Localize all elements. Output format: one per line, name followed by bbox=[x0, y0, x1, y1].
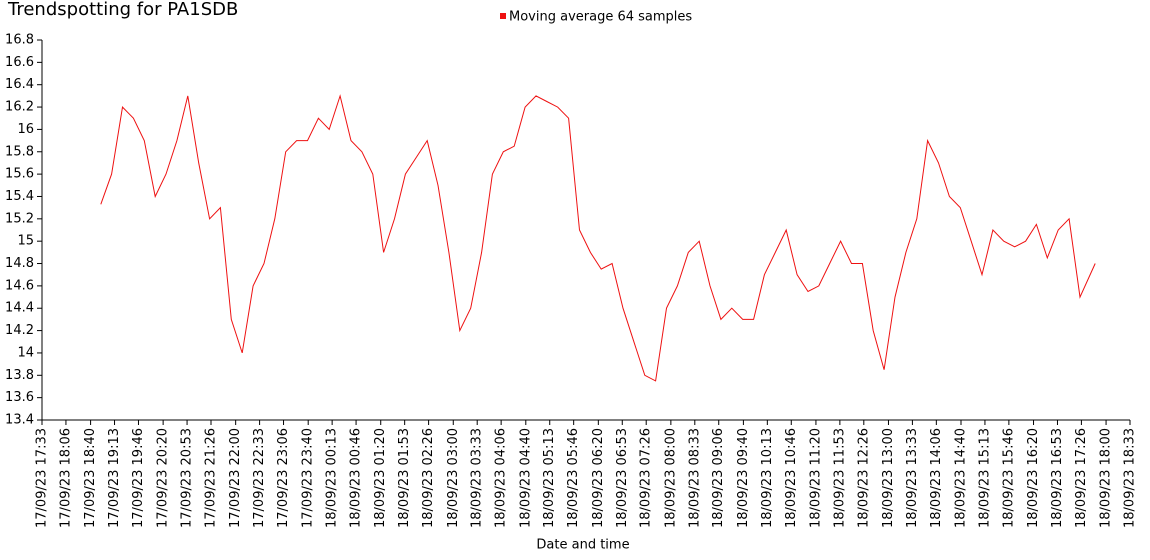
x-tick-label: 18/09/23 13:33 bbox=[905, 428, 920, 528]
x-tick-label: 17/09/23 22:33 bbox=[252, 428, 267, 528]
x-tick-label: 18/09/23 03:00 bbox=[446, 428, 461, 528]
x-tick-label: 18/09/23 06:53 bbox=[615, 428, 630, 528]
x-tick-label: 18/09/23 15:13 bbox=[977, 428, 992, 528]
y-tick-label: 15.2 bbox=[5, 211, 34, 226]
x-tick-label: 18/09/23 09:06 bbox=[711, 428, 726, 528]
y-tick-label: 16 bbox=[17, 122, 34, 137]
chart-title: Trendspotting for PA1SDB bbox=[7, 0, 238, 20]
x-tick-label: 18/09/23 14:40 bbox=[953, 428, 968, 528]
y-tick-label: 13.6 bbox=[5, 390, 34, 405]
legend-swatch bbox=[500, 13, 506, 19]
x-tick-label: 18/09/23 06:20 bbox=[591, 428, 606, 528]
x-tick-label: 17/09/23 19:46 bbox=[131, 428, 146, 528]
x-tick-label: 18/09/23 05:13 bbox=[542, 428, 557, 528]
x-tick-label: 18/09/23 11:20 bbox=[808, 428, 823, 528]
y-tick-label: 16.6 bbox=[5, 55, 34, 70]
legend-label: Moving average 64 samples bbox=[509, 10, 692, 25]
x-tick-label: 17/09/23 20:53 bbox=[180, 428, 195, 528]
x-tick-label: 18/09/23 16:20 bbox=[1026, 428, 1041, 528]
x-tick-label: 17/09/23 23:06 bbox=[276, 428, 291, 528]
x-tick-label: 18/09/23 11:53 bbox=[832, 428, 847, 528]
y-tick-label: 15 bbox=[17, 234, 34, 249]
x-tick-label: 18/09/23 00:13 bbox=[325, 428, 340, 528]
x-tick-label: 18/09/23 03:33 bbox=[470, 428, 485, 528]
x-tick-label: 17/09/23 19:13 bbox=[107, 428, 122, 528]
x-tick-label: 18/09/23 04:06 bbox=[494, 428, 509, 528]
y-tick-label: 14.2 bbox=[5, 323, 34, 338]
x-tick-label: 18/09/23 14:06 bbox=[929, 428, 944, 528]
x-tick-label: 17/09/23 18:06 bbox=[58, 428, 73, 528]
x-tick-label: 18/09/23 01:53 bbox=[397, 428, 412, 528]
y-tick-label: 14.4 bbox=[5, 301, 34, 316]
x-axis-label: Date and time bbox=[536, 538, 629, 553]
x-tick-label: 18/09/23 08:00 bbox=[663, 428, 678, 528]
x-tick-label: 18/09/23 08:33 bbox=[687, 428, 702, 528]
x-tick-label: 17/09/23 18:40 bbox=[83, 428, 98, 528]
x-tick-label: 18/09/23 15:46 bbox=[1001, 428, 1016, 528]
y-tick-label: 16.4 bbox=[5, 77, 34, 92]
y-tick-label: 13.4 bbox=[5, 413, 34, 428]
x-tick-label: 18/09/23 05:46 bbox=[566, 428, 581, 528]
x-tick-label: 17/09/23 20:20 bbox=[156, 428, 171, 528]
x-tick-label: 18/09/23 07:26 bbox=[639, 428, 654, 528]
y-tick-label: 16.2 bbox=[5, 100, 34, 115]
x-tick-label: 18/09/23 17:26 bbox=[1074, 428, 1089, 528]
x-tick-label: 17/09/23 22:00 bbox=[228, 428, 243, 528]
x-tick-label: 18/09/23 10:13 bbox=[760, 428, 775, 528]
x-tick-label: 18/09/23 04:40 bbox=[518, 428, 533, 528]
y-tick-label: 15.6 bbox=[5, 167, 34, 182]
y-tick-label: 16.8 bbox=[5, 33, 34, 48]
x-tick-label: 18/09/23 13:00 bbox=[881, 428, 896, 528]
x-tick-label: 18/09/23 09:40 bbox=[736, 428, 751, 528]
x-tick-label: 18/09/23 12:26 bbox=[856, 428, 871, 528]
y-tick-label: 15.8 bbox=[5, 144, 34, 159]
x-tick-label: 18/09/23 01:20 bbox=[373, 428, 388, 528]
y-tick-label: 15.4 bbox=[5, 189, 34, 204]
y-tick-label: 13.8 bbox=[5, 368, 34, 383]
x-tick-label: 18/09/23 10:46 bbox=[784, 428, 799, 528]
y-tick-label: 14.6 bbox=[5, 278, 34, 293]
y-tick-label: 14 bbox=[17, 345, 34, 360]
line bbox=[100, 94, 1096, 382]
x-tick-label: 18/09/23 18:33 bbox=[1123, 428, 1138, 528]
y-tick-label: 14.8 bbox=[5, 256, 34, 271]
x-tick-label: 18/09/23 02:26 bbox=[421, 428, 436, 528]
x-tick-label: 17/09/23 21:26 bbox=[204, 428, 219, 528]
x-tick-label: 17/09/23 23:40 bbox=[301, 428, 316, 528]
x-tick-label: 18/09/23 18:00 bbox=[1099, 428, 1114, 528]
x-tick-label: 18/09/23 16:53 bbox=[1050, 428, 1065, 528]
x-tick-label: 17/09/23 17:33 bbox=[35, 428, 50, 528]
x-tick-label: 18/09/23 00:46 bbox=[349, 428, 364, 528]
